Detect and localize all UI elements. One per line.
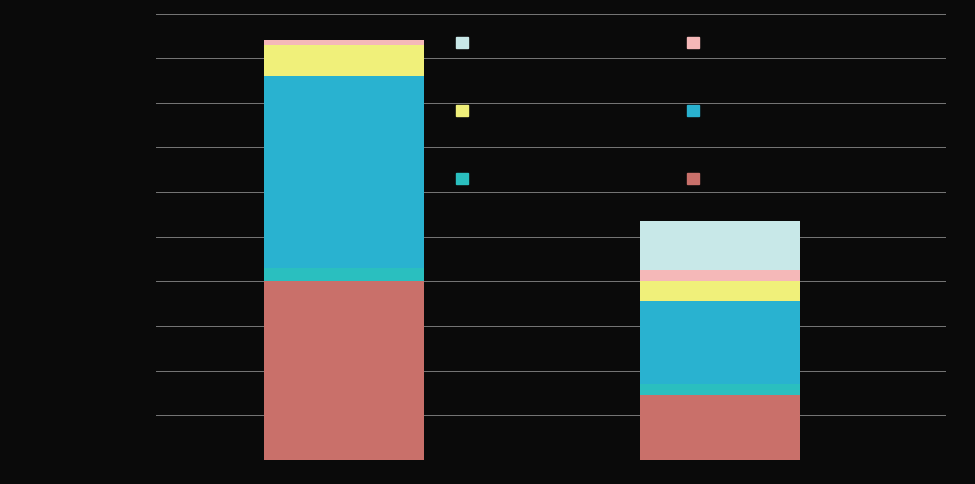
Bar — [264, 45, 424, 77]
Bar — [641, 395, 800, 460]
Bar — [641, 302, 800, 384]
Bar — [264, 268, 424, 282]
Bar — [641, 384, 800, 395]
Bar — [641, 282, 800, 302]
Bar — [264, 282, 424, 460]
Bar — [641, 222, 800, 271]
Bar — [641, 271, 800, 282]
Bar — [264, 41, 424, 45]
Bar — [264, 77, 424, 268]
